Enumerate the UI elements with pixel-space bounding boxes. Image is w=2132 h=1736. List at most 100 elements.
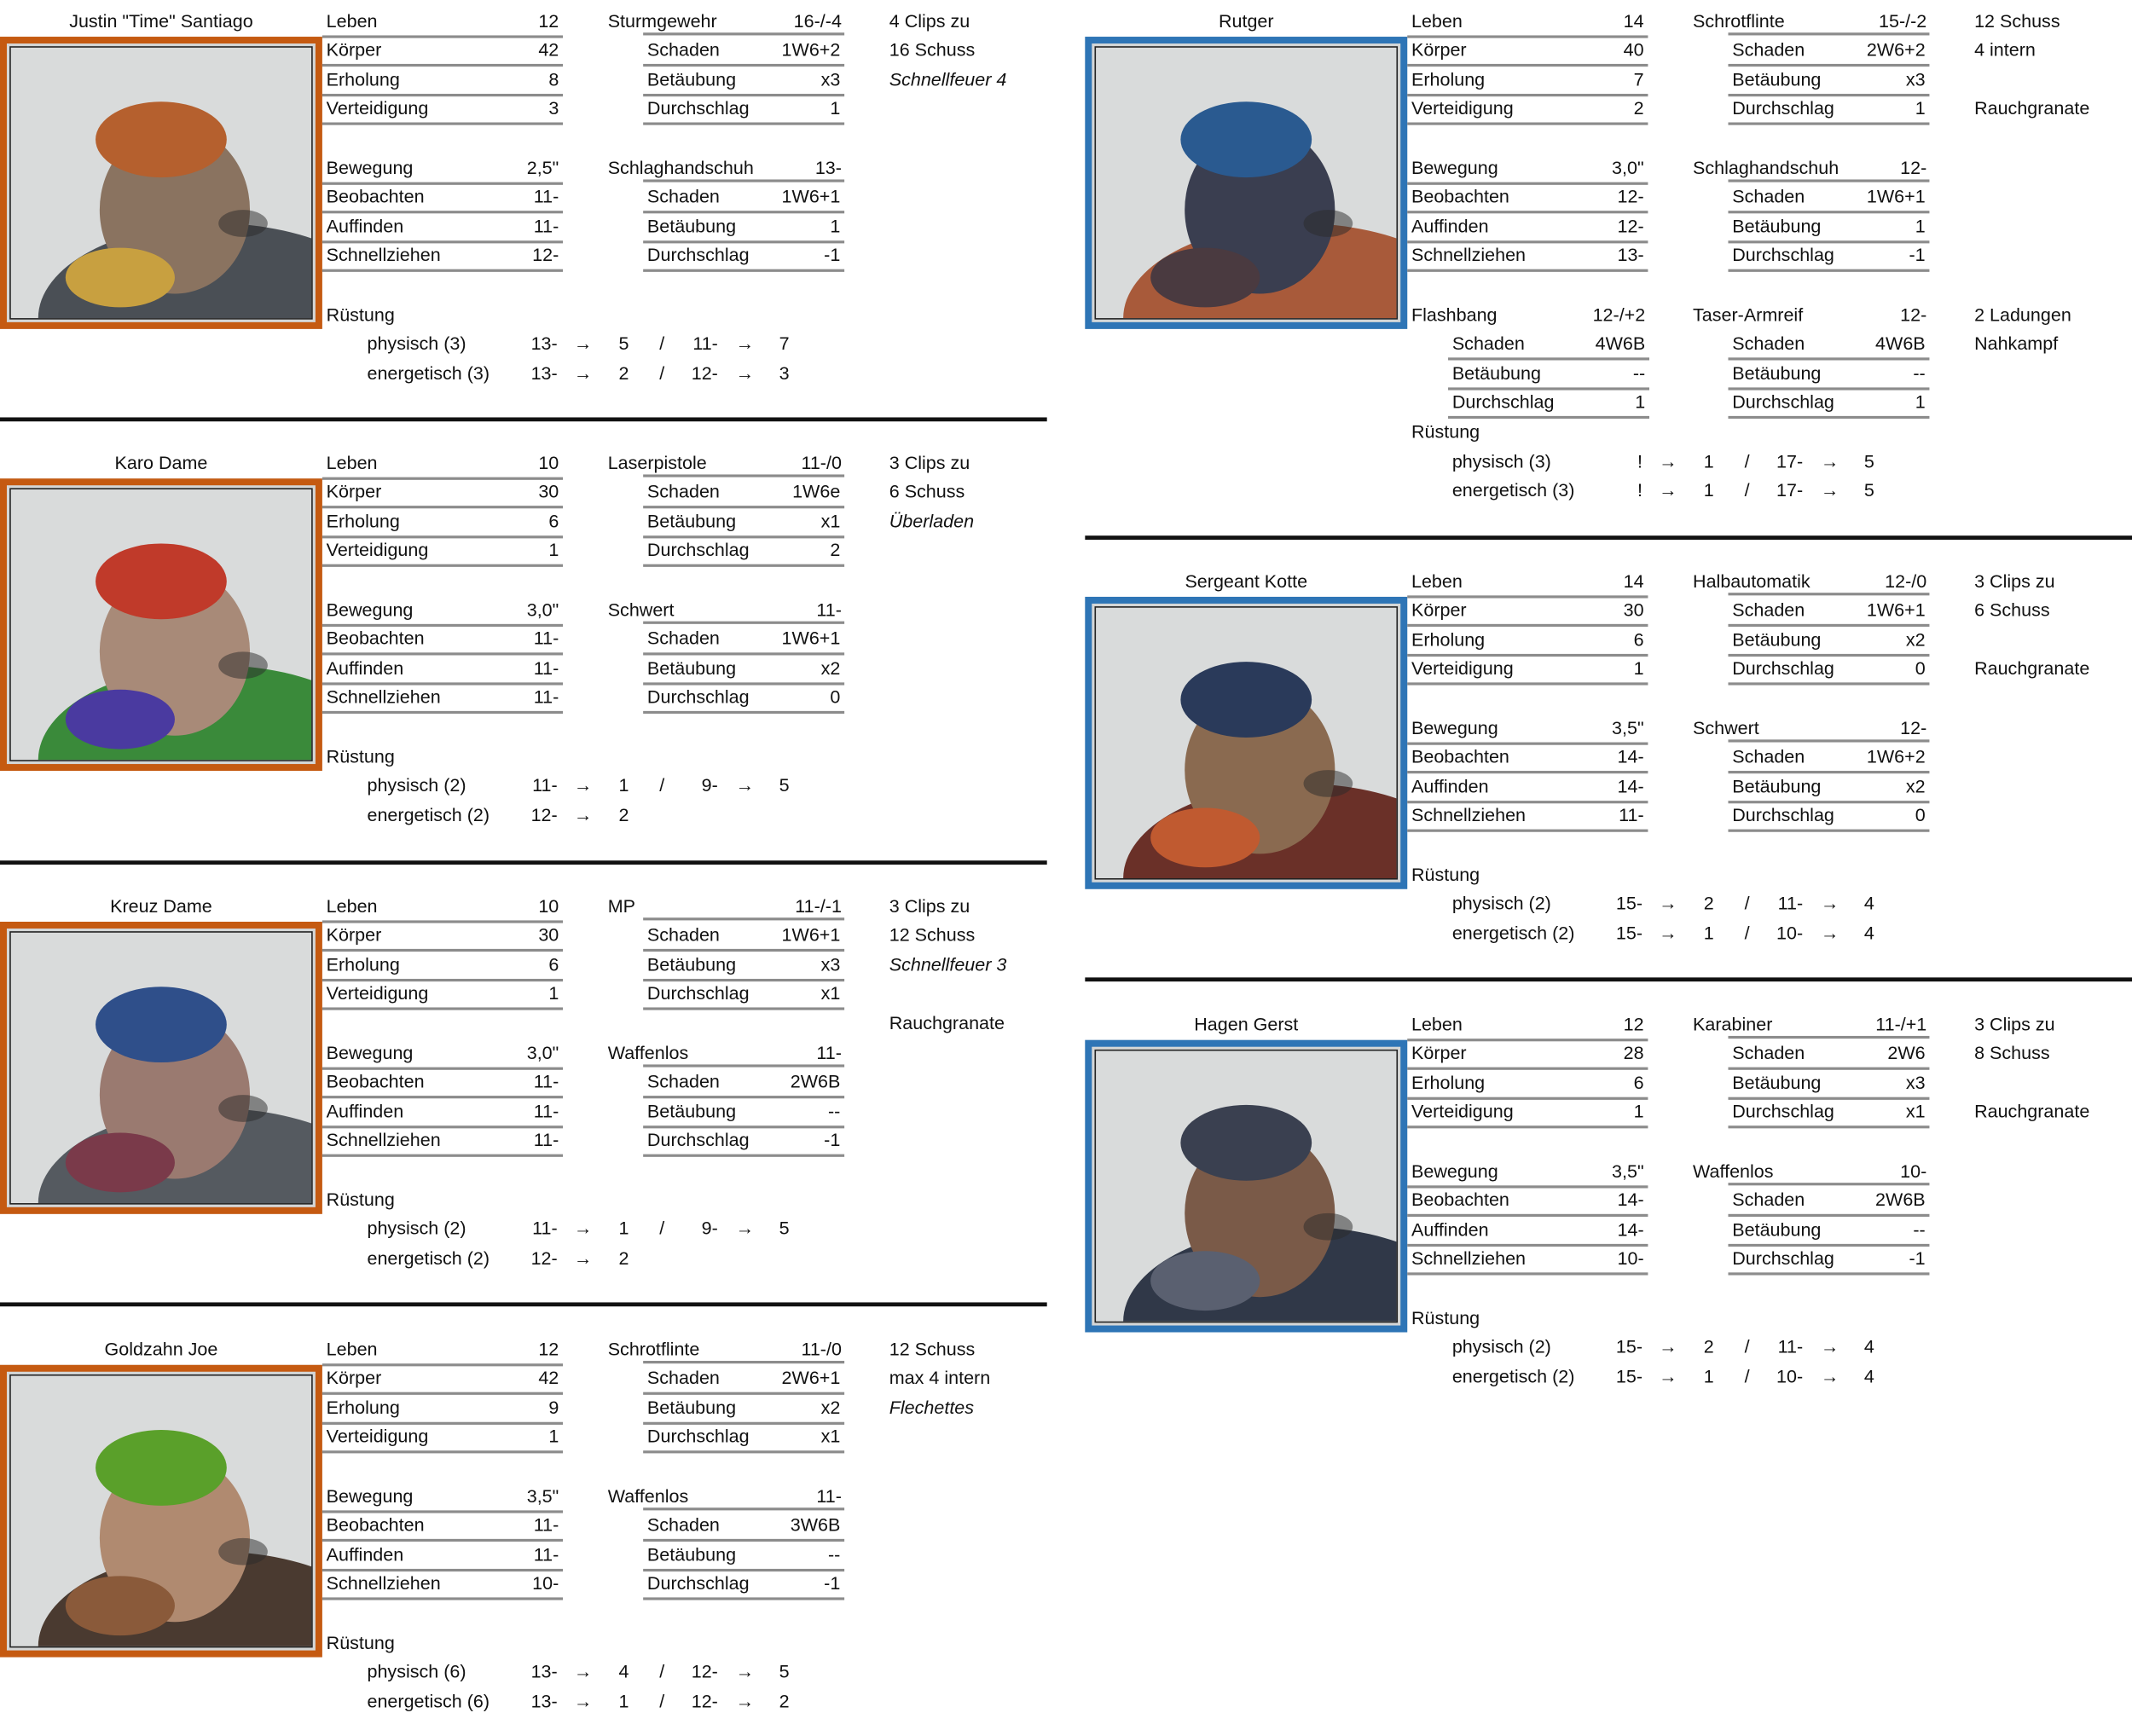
stat-label: Körper [326,39,382,61]
weapon-stat-value: 0 [830,686,841,708]
armor-heading: Rüstung [1411,421,1480,443]
weapon-name: Schlaghandschuh [607,157,754,178]
stat-value: 1 [548,1426,559,1447]
move-row: Beobachten 11- [322,182,564,214]
stat-row: Verteidigung 1 [1407,654,1648,686]
armor-value-1: 1 [1703,923,1714,944]
weapon-stat-row: Durchschlag -1 [643,1126,845,1158]
section-divider [1085,977,2132,982]
section-divider [0,860,1047,865]
weapon-stat-label: Betäubung [1732,1218,1822,1240]
character-card-sergeant-kotte: Sergeant Kotte Leben 14 Körper 30 Erholung 6 Ve… [1085,560,2132,968]
stat-value: 8 [548,68,559,90]
weapon-stat-row: Schaden 4W6B [1448,329,1650,361]
stat-value: 12 [538,1338,559,1359]
slash-separator: / [1744,893,1750,914]
rule [643,1063,845,1067]
weapon-stat-label: Durchschlag [1732,245,1834,266]
arrow-icon: → [735,1218,755,1239]
weapon-name: Waffenlos [1693,1160,1774,1181]
weapon-stat-value: -- [1913,362,1926,384]
armor-heading: Rüstung [326,1189,395,1210]
move-value: 14- [1617,775,1644,796]
move-row: Bewegung 3,5" [1407,1156,1648,1188]
move-value: 11- [533,186,559,207]
stat-label: Verteidigung [1411,1101,1514,1122]
note-text: 6 Schuss [889,481,965,502]
weapon-stat-label: Betäubung [646,657,737,679]
character-portrait [0,1364,322,1658]
note-text: Schnellfeuer 4 [889,68,1007,90]
stat-label: Verteidigung [326,983,429,1004]
armor-type-label: energetisch (3) [1451,479,1575,501]
weapon-header: Waffenlos 11- [608,1038,845,1067]
stat-value: 30 [538,481,559,502]
weapon-stat-value: 1W6+2 [781,39,841,61]
weapon-stat-value: -1 [1909,1248,1926,1270]
armor-roll-2: 10- [1776,1365,1804,1386]
stat-label: Leben [326,9,378,31]
note-text: max 4 intern [889,1368,991,1389]
armor-value-2: 4 [1863,1365,1874,1386]
move-value: 3,0" [526,599,559,620]
move-value: 11- [533,686,559,708]
arrow-icon: → [735,774,755,796]
armor-roll-2: 17- [1776,479,1804,501]
weapon-stat-value: 1 [1915,98,1926,119]
weapon-stat-label: Schaden [1732,333,1805,354]
weapon-stat-label: Durchschlag [646,1573,750,1594]
weapon-stat-row: Betäubung -- [643,1097,845,1128]
weapon-stat-row: Durchschlag 2 [643,536,845,568]
armor-roll-2: 10- [1776,923,1804,944]
weapon-stat-label: Schaden [1732,1043,1805,1063]
move-label: Schnellziehen [326,245,441,266]
note-text: Nahkampf [1974,333,2059,354]
armor-value-2: 3 [779,362,790,384]
weapon-header: MP 11-/-1 [608,891,845,920]
weapon-header: Laserpistole 11-/0 [608,448,845,477]
weapon-stat-value: 3W6B [790,1514,841,1536]
weapon-name: Waffenlos [607,1484,689,1506]
weapon-stat-value: x3 [1905,68,1926,90]
weapon-stat-row: Schaden 1W6+1 [643,624,845,656]
arrow-icon: → [573,333,593,354]
weapon-stat-label: Schaden [1732,1189,1805,1211]
character-card-karo-dame: Karo Dame Leben 10 Körper 30 Erholung 6 Verteid… [0,442,1047,849]
arrow-icon: → [573,362,593,384]
weapon-name: Schwert [607,599,675,620]
armor-value-2: 5 [779,774,790,796]
stat-row: Leben 12 [322,1334,564,1366]
stat-value: 14 [1623,570,1644,591]
move-value: 3,5" [1612,1160,1644,1181]
weapon-stat-value: -- [1632,362,1646,384]
weapon-header: Taser-Armreif 12- [1693,300,1926,328]
armor-roll-1: 12- [530,804,558,825]
weapon-stat-row: Betäubung x2 [1728,772,1930,803]
weapon-stat-label: Durchschlag [1451,391,1555,413]
note-text: 3 Clips zu [889,452,970,473]
stat-label: Verteidigung [326,1426,429,1447]
weapon-stat-row: Schaden 2W6B [1728,1185,1930,1218]
armor-value-1: 1 [1703,1365,1714,1386]
stat-value: 42 [538,39,559,61]
weapon-stat-value: x1 [820,1426,841,1447]
weapon-stat-row: Schaden 3W6B [643,1511,845,1542]
weapon-stat-row: Betäubung 1 [1728,211,1930,243]
stat-row: Erholung 6 [1407,1068,1648,1100]
weapon-stat-value: 0 [1915,658,1926,680]
weapon-skill-value: 12- [1900,304,1927,325]
note-text: 6 Schuss [1974,599,2050,621]
armor-heading: Rüstung [326,304,395,325]
weapon-stat-label: Schaden [1732,39,1805,61]
armor-roll-1: 13- [530,1690,558,1711]
move-value: 11- [533,216,559,236]
weapon-stat-label: Schaden [646,1071,720,1092]
move-label: Schnellziehen [1411,245,1527,266]
move-value: 11- [1619,805,1644,826]
weapon-stat-label: Durchschlag [1732,658,1834,680]
weapon-skill-value: 11-/-1 [795,894,842,916]
weapon-stat-row: Schaden 4W6B [1728,329,1930,361]
stat-label: Körper [326,1368,382,1389]
weapon-skill-value: 15-/-2 [1879,9,1927,31]
move-label: Beobachten [1411,746,1509,767]
